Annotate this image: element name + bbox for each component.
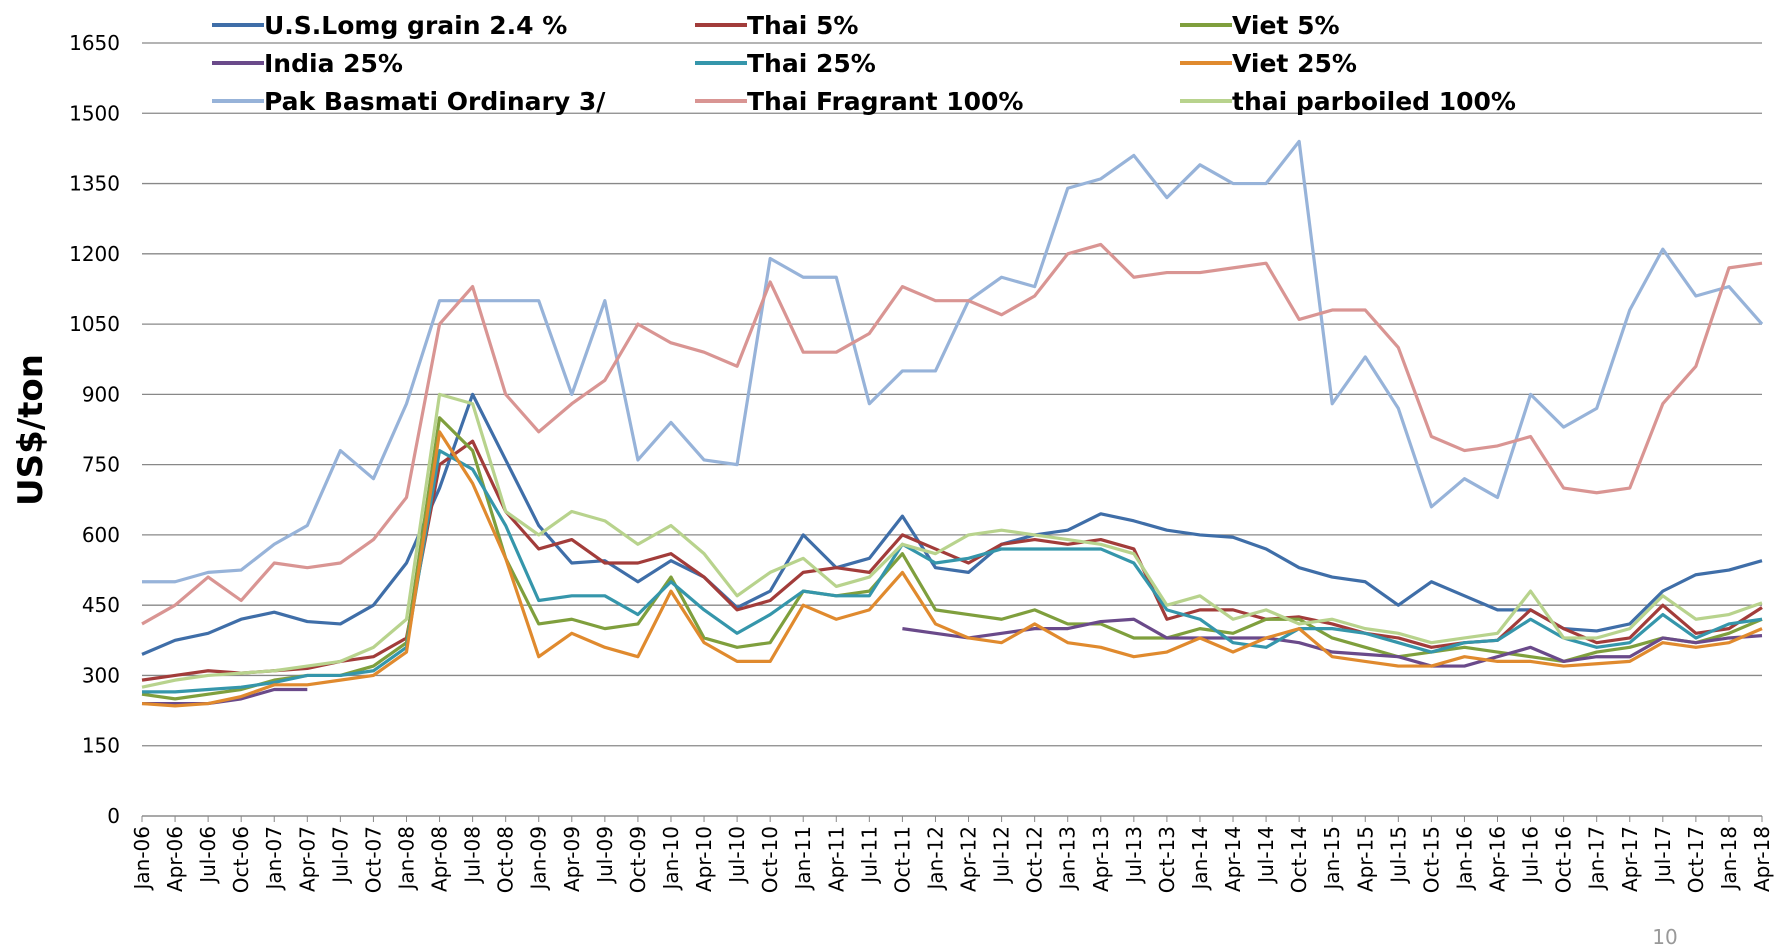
x-tick-label: Jul-14 [1254,826,1278,885]
x-tick-label: Jan-11 [791,826,815,892]
x-tick-label: Jan-16 [1452,826,1476,892]
x-tick-label: Jan-14 [1188,826,1212,892]
x-tick-label: Jan-17 [1585,826,1609,892]
x-tick-label: Oct-16 [1552,826,1576,893]
x-tick-label: Jan-10 [659,826,683,892]
x-tick-label: Jul-07 [328,826,352,885]
x-tick-label: Oct-12 [1023,826,1047,893]
x-tick-label: Apr-11 [824,826,848,892]
x-tick-label: Jul-13 [1122,826,1146,885]
x-tick-label: Oct-14 [1287,826,1311,893]
x-tick-label: Oct-15 [1419,826,1443,893]
x-tick-label: Jan-18 [1717,826,1741,892]
series-line [141,392,1763,689]
x-tick-label: Oct-09 [626,826,650,893]
x-tick-label: Apr-06 [163,826,187,892]
x-tick-label: Jul-09 [593,826,617,885]
x-tick-label: Jul-16 [1519,826,1543,885]
x-tick-label: Oct-10 [758,826,782,893]
x-tick-label: Apr-08 [428,826,452,892]
x-tick-label: Apr-16 [1486,826,1510,892]
legend-label: Thai 25% [747,49,876,78]
y-tick-label: 300 [82,663,120,687]
x-tick-label: Apr-15 [1353,826,1377,892]
x-tick-label: Oct-07 [361,826,385,893]
legend-label: Thai 5% [747,11,858,40]
x-tick-label: Oct-17 [1684,826,1708,893]
x-tick-label: Jul-17 [1651,826,1675,885]
x-tick-label: Oct-11 [890,826,914,893]
x-tick-label: Oct-08 [494,826,518,893]
x-tick-label: Jul-12 [990,826,1014,885]
x-tick-label: Oct-06 [229,826,253,893]
x-tick-label: Jul-11 [857,826,881,885]
y-tick-label: 1200 [69,242,120,266]
x-tick-label: Jan-13 [1056,826,1080,892]
x-tick-label: Jul-06 [196,826,220,885]
x-tick-label: Jan-12 [923,826,947,892]
x-tick-label: Jan-09 [527,826,551,892]
x-tick-label: Apr-09 [560,826,584,892]
x-tick-label: Jul-10 [725,826,749,885]
x-tick-label: Apr-17 [1618,826,1642,892]
x-tick-label: Apr-14 [1221,826,1245,892]
legend-label: thai parboiled 100% [1232,87,1516,116]
x-tick-label: Jul-15 [1386,826,1410,885]
x-tick-label: Jan-15 [1320,826,1344,892]
x-tick-label: Jan-06 [130,826,154,892]
y-tick-label: 1500 [69,101,120,125]
y-tick-label: 750 [82,453,120,477]
legend-label: Pak Basmati Ordinary 3/ [264,87,606,116]
page-number: 10 [1652,925,1677,948]
series-line [141,416,1763,701]
y-tick-label: 1050 [69,312,120,336]
legend-label: Thai Fragrant 100% [747,87,1023,116]
y-tick-label: 0 [107,804,120,828]
legend-label: U.S.Lomg grain 2.4 % [264,11,567,40]
x-tick-label: Jan-08 [394,826,418,892]
x-tick-label: Apr-18 [1750,826,1774,892]
y-tick-label: 900 [82,382,120,406]
x-tick-label: Apr-10 [692,826,716,892]
y-tick-label: 600 [82,523,120,547]
x-tick-label: Oct-13 [1155,826,1179,893]
series-line [142,139,1764,584]
y-tick-label: 1350 [69,172,120,196]
x-tick-label: Apr-12 [957,826,981,892]
legend-label: Viet 5% [1232,11,1340,40]
y-tick-label: 150 [82,734,120,758]
y-tick-label: 1650 [69,31,120,55]
x-tick-label: Jan-07 [262,826,286,892]
y-axis-label: US$/ton [11,354,51,506]
series-line [141,242,1763,626]
y-tick-label: 450 [82,593,120,617]
legend-label: Viet 25% [1232,49,1357,78]
x-tick-label: Apr-07 [295,826,319,892]
x-tick-label: Apr-13 [1089,826,1113,892]
legend-label: India 25% [264,49,403,78]
series-line [141,392,1763,656]
series-line [141,430,1763,708]
x-tick-label: Jul-08 [461,826,485,885]
